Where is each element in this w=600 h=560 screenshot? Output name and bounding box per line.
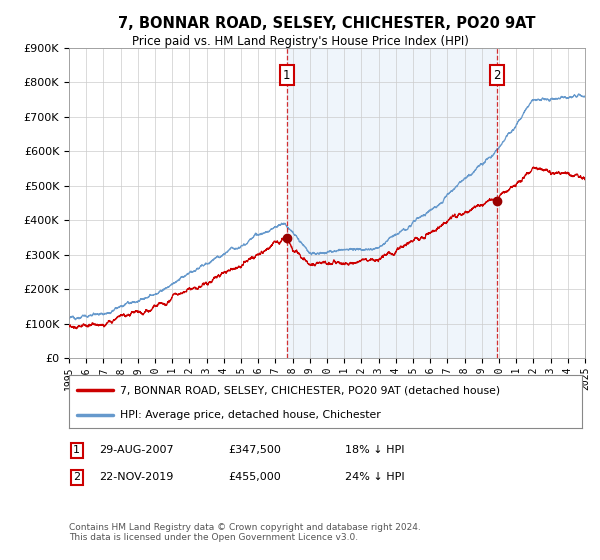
Text: 2: 2 bbox=[494, 69, 501, 82]
Text: 7, BONNAR ROAD, SELSEY, CHICHESTER, PO20 9AT (detached house): 7, BONNAR ROAD, SELSEY, CHICHESTER, PO20… bbox=[121, 385, 500, 395]
Text: £347,500: £347,500 bbox=[228, 445, 281, 455]
Text: Contains HM Land Registry data © Crown copyright and database right 2024.
This d: Contains HM Land Registry data © Crown c… bbox=[69, 522, 421, 542]
Text: 22-NOV-2019: 22-NOV-2019 bbox=[99, 472, 173, 482]
Text: 24% ↓ HPI: 24% ↓ HPI bbox=[345, 472, 404, 482]
Text: 1: 1 bbox=[73, 445, 80, 455]
Text: 2: 2 bbox=[73, 472, 80, 482]
Text: £455,000: £455,000 bbox=[228, 472, 281, 482]
Text: Price paid vs. HM Land Registry's House Price Index (HPI): Price paid vs. HM Land Registry's House … bbox=[131, 35, 469, 48]
Text: 1: 1 bbox=[283, 69, 290, 82]
Text: HPI: Average price, detached house, Chichester: HPI: Average price, detached house, Chic… bbox=[121, 410, 381, 420]
Bar bbox=[287, 48, 497, 358]
Text: 29-AUG-2007: 29-AUG-2007 bbox=[99, 445, 173, 455]
Text: 18% ↓ HPI: 18% ↓ HPI bbox=[345, 445, 404, 455]
Title: 7, BONNAR ROAD, SELSEY, CHICHESTER, PO20 9AT: 7, BONNAR ROAD, SELSEY, CHICHESTER, PO20… bbox=[118, 16, 536, 31]
